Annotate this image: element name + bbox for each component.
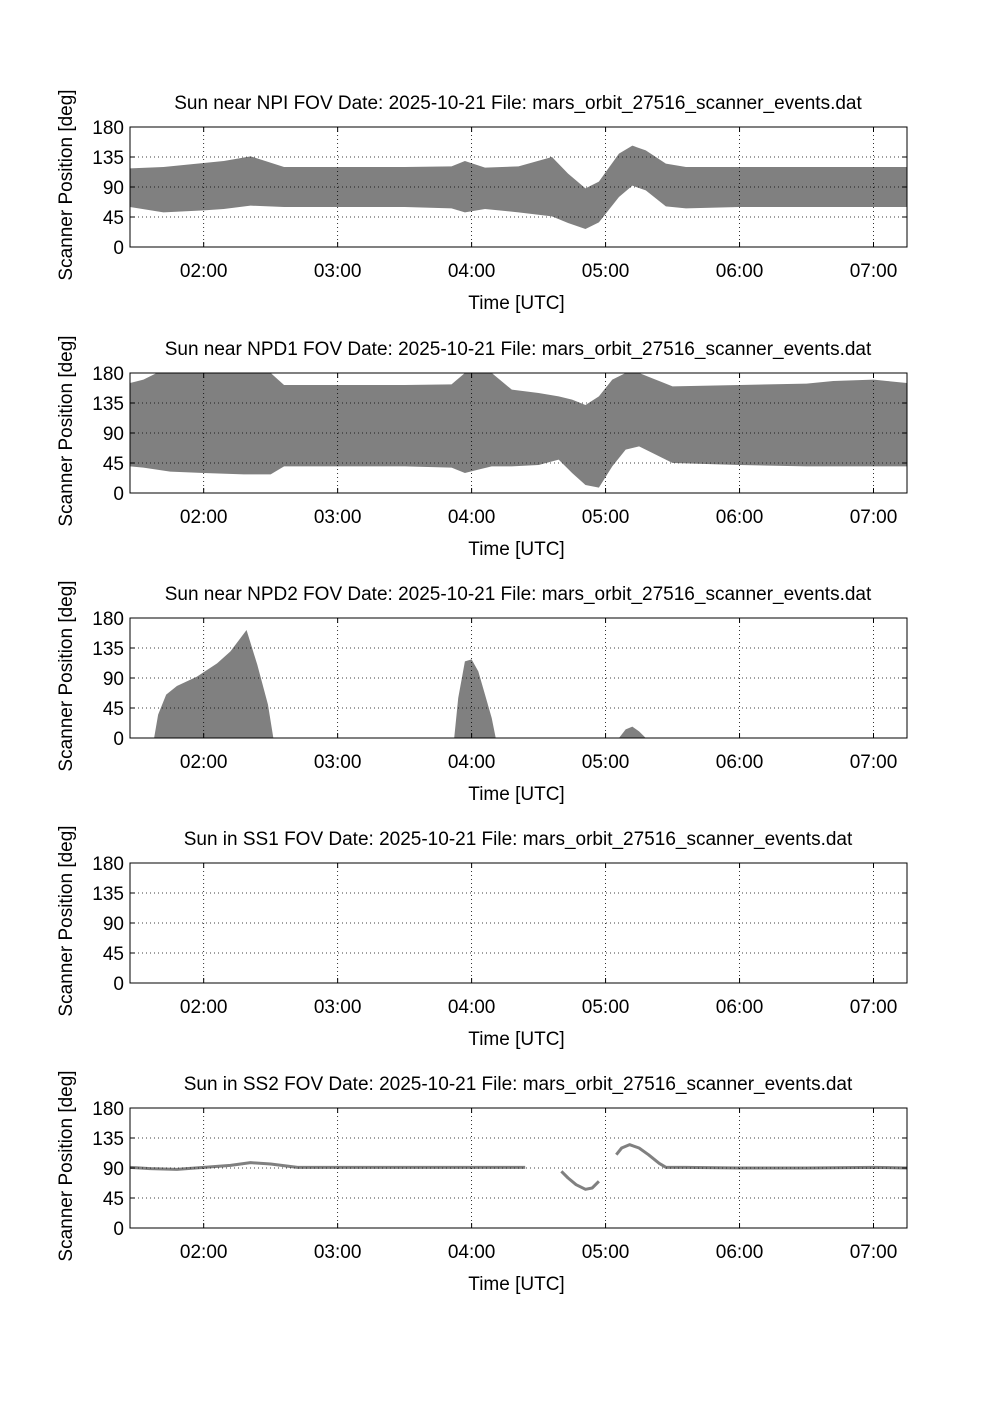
x-tick-label: 05:00 xyxy=(582,752,630,773)
y-tick-label: 180 xyxy=(92,364,124,385)
x-tick-label: 02:00 xyxy=(180,507,228,528)
data-layer xyxy=(130,373,907,488)
x-axis-label: Time [UTC] xyxy=(468,539,564,560)
grid xyxy=(130,1108,907,1228)
x-tick-label: 04:00 xyxy=(448,261,496,282)
y-tick-label: 90 xyxy=(103,178,124,199)
x-tick-label: 05:00 xyxy=(582,997,630,1018)
y-axis-label: Scanner Position [deg] xyxy=(56,1070,77,1261)
y-tick-label: 90 xyxy=(103,1159,124,1180)
x-tick-label: 04:00 xyxy=(448,507,496,528)
chart-title: Sun near NPD1 FOV Date: 2025-10-21 File:… xyxy=(165,339,872,360)
area-band-1 xyxy=(130,373,907,488)
x-tick-label: 07:00 xyxy=(850,997,898,1018)
chart-title: Sun near NPI FOV Date: 2025-10-21 File: … xyxy=(174,93,862,114)
y-tick-label: 45 xyxy=(103,699,124,720)
x-tick-label: 06:00 xyxy=(716,1242,764,1263)
area-band-2 xyxy=(454,659,496,738)
x-tick-label: 03:00 xyxy=(314,507,362,528)
y-tick-label: 135 xyxy=(92,1129,124,1150)
y-tick-label: 135 xyxy=(92,884,124,905)
x-tick-label: 06:00 xyxy=(716,752,764,773)
y-axis-label: Scanner Position [deg] xyxy=(56,335,77,526)
chart-title: Sun in SS1 FOV Date: 2025-10-21 File: ma… xyxy=(184,829,853,850)
chart-panel-4: Sun in SS1 FOV Date: 2025-10-21 File: ma… xyxy=(56,825,908,1050)
x-tick-label: 02:00 xyxy=(180,261,228,282)
x-tick-label: 02:00 xyxy=(180,1242,228,1263)
line-segment-3 xyxy=(615,1143,908,1170)
x-tick-label: 03:00 xyxy=(314,997,362,1018)
x-tick-label: 06:00 xyxy=(716,997,764,1018)
area-band-1 xyxy=(154,630,274,738)
x-tick-label: 07:00 xyxy=(850,507,898,528)
x-tick-label: 04:00 xyxy=(448,1242,496,1263)
y-tick-label: 135 xyxy=(92,394,124,415)
y-tick-label: 180 xyxy=(92,1099,124,1120)
y-tick-label: 180 xyxy=(92,609,124,630)
x-tick-label: 05:00 xyxy=(582,507,630,528)
y-tick-label: 180 xyxy=(92,118,124,139)
y-tick-label: 0 xyxy=(113,974,124,995)
x-axis-label: Time [UTC] xyxy=(468,784,564,805)
x-tick-label: 05:00 xyxy=(582,1242,630,1263)
grid xyxy=(130,618,907,738)
y-tick-label: 135 xyxy=(92,148,124,169)
x-axis-label: Time [UTC] xyxy=(468,1274,564,1295)
x-tick-label: 02:00 xyxy=(180,997,228,1018)
area-band-3 xyxy=(618,726,646,738)
y-axis-label: Scanner Position [deg] xyxy=(56,89,77,280)
y-tick-label: 45 xyxy=(103,944,124,965)
y-tick-label: 135 xyxy=(92,639,124,660)
y-tick-label: 0 xyxy=(113,238,124,259)
y-tick-label: 45 xyxy=(103,208,124,229)
data-layer xyxy=(154,630,646,738)
line-segment-2 xyxy=(560,1170,600,1191)
x-tick-label: 02:00 xyxy=(180,752,228,773)
grid xyxy=(130,127,907,247)
x-tick-label: 03:00 xyxy=(314,1242,362,1263)
y-tick-label: 45 xyxy=(103,1189,124,1210)
y-tick-label: 90 xyxy=(103,914,124,935)
y-tick-label: 180 xyxy=(92,854,124,875)
x-tick-label: 06:00 xyxy=(716,507,764,528)
y-tick-label: 0 xyxy=(113,1219,124,1240)
chart-title: Sun in SS2 FOV Date: 2025-10-21 File: ma… xyxy=(184,1074,853,1095)
chart-title: Sun near NPD2 FOV Date: 2025-10-21 File:… xyxy=(165,584,872,605)
x-axis-label: Time [UTC] xyxy=(468,1029,564,1050)
x-tick-label: 07:00 xyxy=(850,261,898,282)
grid xyxy=(130,373,907,493)
grid xyxy=(130,863,907,983)
y-tick-label: 0 xyxy=(113,484,124,505)
x-tick-label: 07:00 xyxy=(850,1242,898,1263)
chart-panel-3: Sun near NPD2 FOV Date: 2025-10-21 File:… xyxy=(56,580,908,805)
y-tick-label: 45 xyxy=(103,454,124,475)
x-tick-label: 05:00 xyxy=(582,261,630,282)
x-tick-label: 06:00 xyxy=(716,261,764,282)
y-tick-label: 90 xyxy=(103,424,124,445)
x-tick-label: 03:00 xyxy=(314,752,362,773)
x-tick-label: 04:00 xyxy=(448,997,496,1018)
chart-panel-1: Sun near NPI FOV Date: 2025-10-21 File: … xyxy=(56,89,908,314)
line-segment-1 xyxy=(129,1161,526,1171)
x-tick-label: 03:00 xyxy=(314,261,362,282)
y-tick-label: 0 xyxy=(113,729,124,750)
chart-panel-5: Sun in SS2 FOV Date: 2025-10-21 File: ma… xyxy=(56,1070,908,1295)
chart-panel-2: Sun near NPD1 FOV Date: 2025-10-21 File:… xyxy=(56,335,908,560)
data-layer xyxy=(129,1143,908,1191)
y-tick-label: 90 xyxy=(103,669,124,690)
y-axis-label: Scanner Position [deg] xyxy=(56,580,77,771)
x-tick-label: 04:00 xyxy=(448,752,496,773)
x-axis-label: Time [UTC] xyxy=(468,293,564,314)
x-tick-label: 07:00 xyxy=(850,752,898,773)
y-axis-label: Scanner Position [deg] xyxy=(56,825,77,1016)
